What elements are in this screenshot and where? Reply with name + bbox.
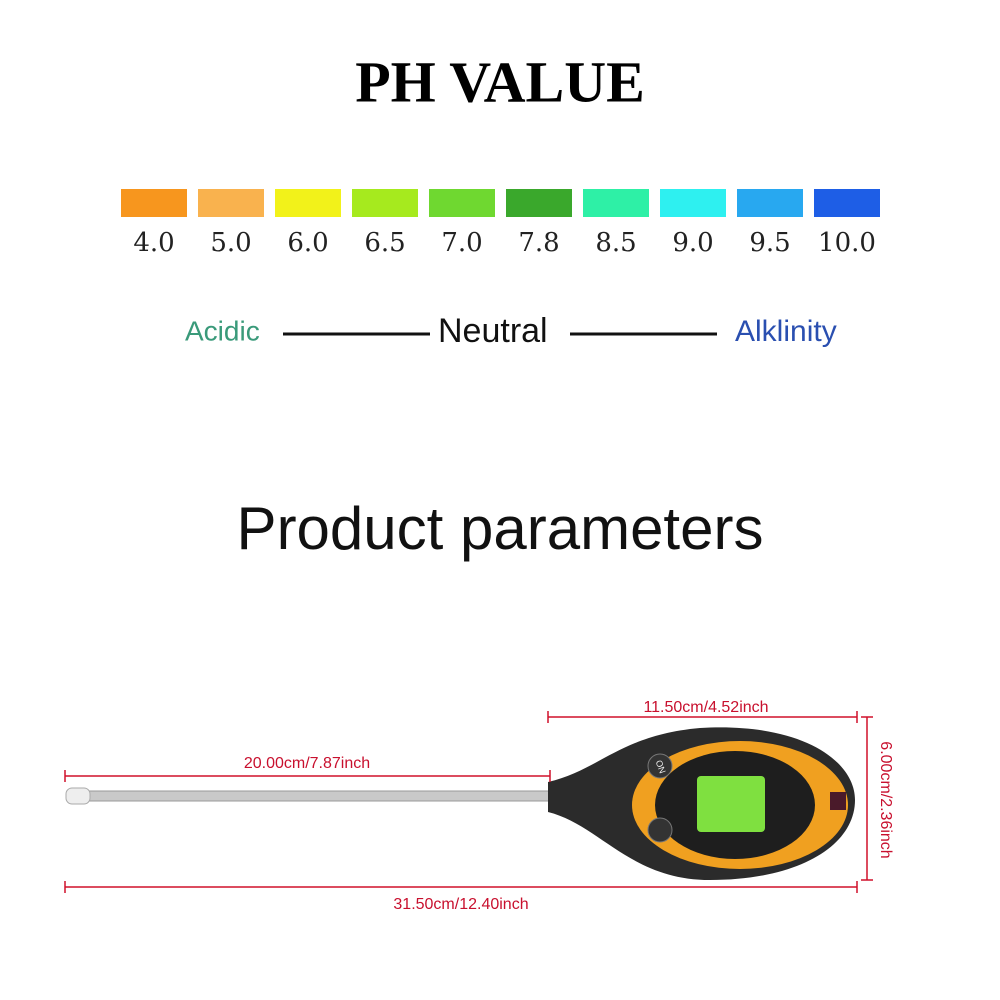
alkaline-label: Alklinity — [735, 315, 837, 348]
probe-length: 20.00cm/7.87inch — [244, 755, 370, 772]
title: PH VALUE — [355, 49, 645, 114]
button-label: ON — [654, 759, 668, 775]
swatch-label: 10.0 — [818, 228, 876, 258]
swatch-label: 5.0 — [210, 228, 251, 258]
sensor — [830, 792, 846, 810]
swatch-label: 6.5 — [364, 228, 405, 258]
display — [697, 776, 765, 832]
head-height: 6.00cm/2.36inch — [877, 741, 894, 858]
swatch — [121, 189, 187, 217]
dimensions: 11.50cm/4.52inch 20.00cm/7.87inch 31.50c… — [64, 699, 894, 913]
swatch — [737, 189, 803, 217]
total-length: 31.50cm/12.40inch — [393, 896, 528, 913]
swatch-label: 4.0 — [133, 228, 174, 258]
probe-tip — [65, 787, 91, 805]
acidic-label: Acidic — [185, 315, 260, 346]
button[interactable] — [647, 753, 673, 779]
ph-scale: 4.0 5.0 6.0 6.5 7.0 7.8 8.5 9.0 9.5 10.0 — [121, 189, 880, 258]
device: ON — [65, 727, 855, 880]
section-title: Product parameters — [237, 495, 764, 562]
swatch-label: 7.0 — [441, 228, 482, 258]
swatch-label: 9.5 — [749, 228, 790, 258]
probe — [84, 790, 556, 802]
swatch — [429, 189, 495, 217]
swatch — [198, 189, 264, 217]
button[interactable] — [647, 817, 673, 843]
swatch — [660, 189, 726, 217]
swatch-label: 6.0 — [287, 228, 328, 258]
head-width: 11.50cm/4.52inch — [643, 699, 768, 716]
swatch-label: 9.0 — [672, 228, 713, 258]
swatch-label: 7.8 — [518, 228, 559, 258]
neutral-label: Neutral — [438, 312, 548, 350]
swatch — [814, 189, 880, 217]
swatch — [506, 189, 572, 217]
swatch — [583, 189, 649, 217]
swatch — [275, 189, 341, 217]
swatch-label: 8.5 — [595, 228, 636, 258]
swatch — [352, 189, 418, 217]
